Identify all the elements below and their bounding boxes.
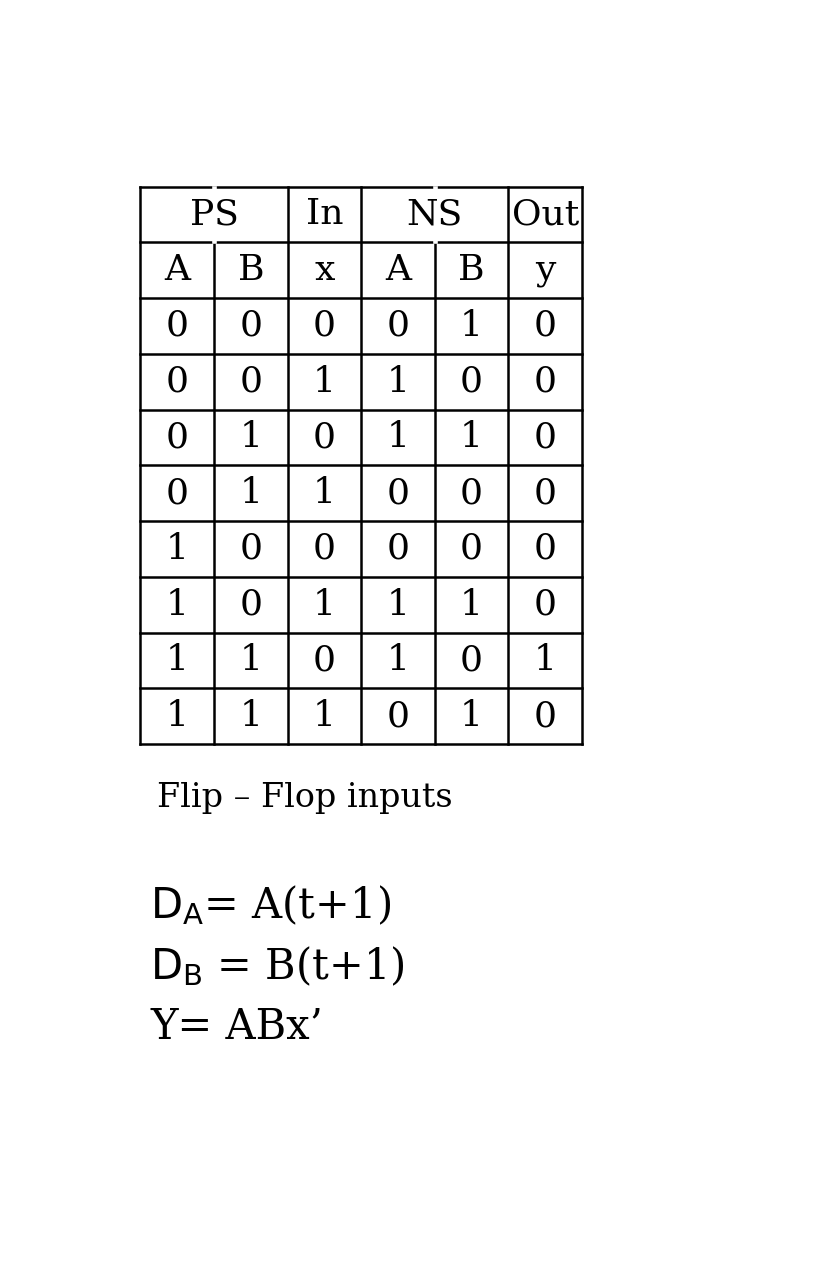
Text: 1: 1 (313, 588, 336, 622)
Text: 0: 0 (240, 532, 262, 566)
Text: 0: 0 (386, 700, 410, 733)
Text: Out: Out (511, 198, 579, 231)
Text: 0: 0 (240, 588, 262, 622)
Text: Y= ABx’: Y= ABx’ (150, 1006, 323, 1048)
Text: 1: 1 (240, 420, 262, 455)
Text: 0: 0 (386, 532, 410, 566)
Text: x: x (314, 253, 334, 287)
Text: 0: 0 (534, 700, 556, 733)
Text: y: y (535, 253, 556, 287)
Text: 1: 1 (166, 588, 189, 622)
Text: $\mathrm{D_B}$ = B(t+1): $\mathrm{D_B}$ = B(t+1) (150, 944, 405, 988)
Text: 1: 1 (460, 588, 483, 622)
Text: 1: 1 (386, 420, 410, 455)
Text: 1: 1 (313, 476, 336, 511)
Text: A: A (164, 253, 190, 287)
Text: In: In (306, 198, 344, 231)
Text: 0: 0 (460, 476, 483, 511)
Text: 1: 1 (386, 588, 410, 622)
Text: 1: 1 (240, 476, 262, 511)
Text: 0: 0 (460, 364, 483, 399)
Text: PS: PS (189, 198, 239, 231)
Text: 0: 0 (534, 532, 556, 566)
Text: 1: 1 (166, 700, 189, 733)
Text: 0: 0 (313, 420, 336, 455)
Text: 0: 0 (460, 644, 483, 677)
Text: NS: NS (406, 198, 463, 231)
Text: $\mathrm{D_A}$= A(t+1): $\mathrm{D_A}$= A(t+1) (150, 884, 391, 927)
Text: 1: 1 (386, 364, 410, 399)
Text: 0: 0 (386, 309, 410, 343)
Text: 0: 0 (534, 476, 556, 511)
Text: 1: 1 (240, 700, 262, 733)
Text: 0: 0 (313, 309, 336, 343)
Text: 0: 0 (534, 588, 556, 622)
Text: 1: 1 (313, 364, 336, 399)
Text: 0: 0 (166, 309, 189, 343)
Text: 0: 0 (240, 309, 262, 343)
Text: 0: 0 (240, 364, 262, 399)
Text: B: B (237, 253, 264, 287)
Text: 0: 0 (534, 420, 556, 455)
Text: 0: 0 (313, 532, 336, 566)
Text: A: A (385, 253, 411, 287)
Text: 1: 1 (460, 700, 483, 733)
Text: 0: 0 (166, 476, 189, 511)
Text: 0: 0 (534, 364, 556, 399)
Text: 1: 1 (460, 420, 483, 455)
Text: 1: 1 (460, 309, 483, 343)
Text: 0: 0 (386, 476, 410, 511)
Text: 1: 1 (166, 644, 189, 677)
Text: 0: 0 (460, 532, 483, 566)
Text: 1: 1 (534, 644, 556, 677)
Text: 1: 1 (166, 532, 189, 566)
Text: 0: 0 (166, 364, 189, 399)
Text: 1: 1 (240, 644, 262, 677)
Text: B: B (458, 253, 485, 287)
Text: 0: 0 (313, 644, 336, 677)
Text: 0: 0 (534, 309, 556, 343)
Text: 0: 0 (166, 420, 189, 455)
Text: 1: 1 (386, 644, 410, 677)
Text: 1: 1 (313, 700, 336, 733)
Text: Flip – Flop inputs: Flip – Flop inputs (157, 782, 453, 814)
